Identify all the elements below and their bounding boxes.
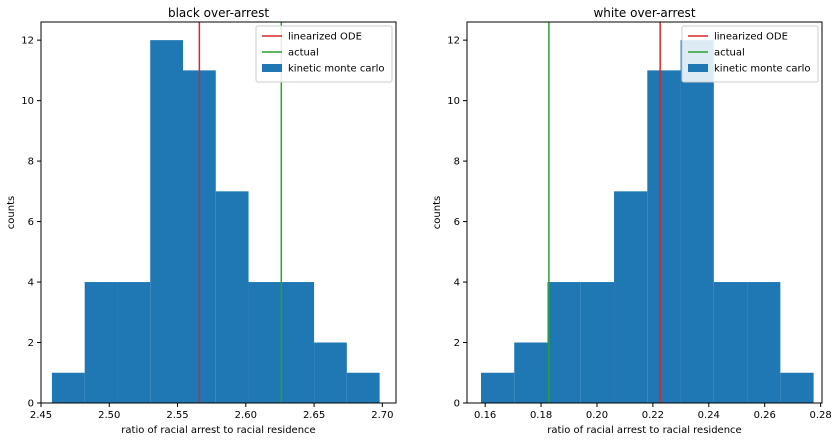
x-tick-label: 0.24 [698,410,720,421]
legend-label: linearized ODE [714,32,788,43]
legend-box [681,25,819,83]
x-tick-label: 0.16 [474,410,496,421]
x-tick-label: 2.45 [30,410,52,421]
histogram-bar [346,372,380,403]
chart-title: black over-arrest [168,6,269,20]
histogram-bar [547,282,581,403]
y-tick-label: 6 [454,217,460,228]
axes-frame [466,21,823,404]
y-tick-label: 8 [28,157,34,168]
histogram-bar [150,40,183,403]
histogram-bar [281,282,315,403]
x-tick-label: 0.20 [586,410,608,421]
x-tick-label: 0.26 [754,410,776,421]
histogram-bar [514,342,548,403]
histogram-bar [580,282,615,403]
legend: linearized ODE actual kinetic monte carlo [255,25,393,83]
y-tick-label: 4 [28,278,34,289]
histogram-bar [248,282,282,403]
x-tick-label: 0.22 [642,410,664,421]
histogram-bar [314,342,347,403]
y-tick-label: 4 [454,278,460,289]
legend-box [255,25,393,83]
legend-label: kinetic monte carlo [714,64,811,75]
y-tick-label: 0 [454,399,460,410]
histogram-bar [647,70,681,403]
chart-2: 0.16 0.18 0.20 0.22 0.24 0.26 0.28 0 2 4 6 8 10 12 whi… [432,6,832,436]
x-tick-label: 0.28 [809,410,831,421]
histogram-bar [84,282,118,403]
legend-label: actual [714,48,745,59]
y-tick-label: 8 [454,157,460,168]
chart-title: white over-arrest [593,6,695,20]
y-axis-label: counts [6,196,17,229]
legend-label: actual [288,48,319,59]
chart-1: 2.45 2.50 2.55 2.60 2.65 2.70 0 2 4 6 8 10 12 black o… [6,6,397,436]
legend-patch-swatch [688,64,708,72]
histogram-bar [680,40,714,403]
y-tick-label: 12 [21,36,34,47]
histogram-bar [747,282,781,403]
histogram-bar [780,372,814,403]
x-axis-label: ratio of racial arrest to racial residen… [121,425,315,436]
x-tick-label: 2.65 [303,410,325,421]
histogram-bar [117,282,151,403]
axes-frame [40,21,397,404]
y-tick-label: 2 [28,338,34,349]
y-axis-label: counts [432,196,443,229]
x-tick-label: 0.18 [530,410,552,421]
histogram-bar [713,282,748,403]
x-tick-label: 2.60 [235,410,257,421]
y-tick-label: 0 [28,399,34,410]
histogram-bar [215,191,249,403]
y-tick-label: 2 [454,338,460,349]
x-tick-label: 2.70 [371,410,393,421]
y-tick-label: 6 [28,217,34,228]
y-tick-label: 12 [447,36,460,47]
histogram-bar [51,372,85,403]
legend: linearized ODE actual kinetic monte carlo [681,25,819,83]
histogram-bar [480,372,515,403]
legend-label: kinetic monte carlo [288,64,385,75]
y-tick-label: 10 [21,96,34,107]
x-tick-label: 2.50 [98,410,120,421]
y-tick-label: 10 [447,96,460,107]
histogram-bar [614,191,648,403]
x-axis-label: ratio of racial arrest to racial residen… [547,425,741,436]
legend-label: linearized ODE [288,32,362,43]
legend-patch-swatch [262,64,282,72]
x-tick-label: 2.55 [166,410,188,421]
